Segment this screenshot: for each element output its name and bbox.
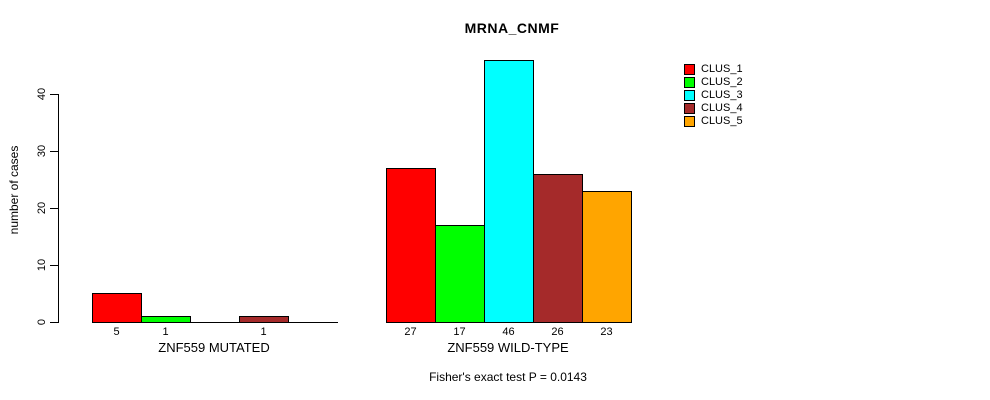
bar-value-label: 1 bbox=[260, 326, 267, 338]
chart-title: MRNA_CNMF bbox=[464, 20, 560, 36]
legend-label: CLUS_2 bbox=[701, 76, 743, 88]
y-tick-label: 0 bbox=[36, 318, 48, 326]
legend-row: CLUS_5 bbox=[684, 116, 743, 127]
legend-swatch-clus_4 bbox=[684, 103, 695, 114]
bar-value-label: 17 bbox=[453, 326, 466, 338]
y-tick bbox=[50, 322, 58, 323]
bar-clus_4 bbox=[533, 174, 583, 323]
legend-label: CLUS_5 bbox=[701, 115, 743, 127]
legend-row: CLUS_2 bbox=[684, 77, 743, 88]
y-axis-label: number of cases bbox=[7, 145, 21, 235]
y-tick-label: 10 bbox=[36, 258, 48, 272]
bar-clus_4 bbox=[239, 316, 289, 323]
legend-label: CLUS_3 bbox=[701, 89, 743, 101]
bar-value-label: 27 bbox=[404, 326, 417, 338]
bar-clus_2 bbox=[141, 316, 191, 323]
bar-value-label: 26 bbox=[551, 326, 564, 338]
bar-value-label: 5 bbox=[113, 326, 120, 338]
fisher-exact-test-annotation: Fisher's exact test P = 0.0143 bbox=[429, 370, 587, 384]
bar-value-label: 1 bbox=[162, 326, 169, 338]
legend-row: CLUS_1 bbox=[684, 64, 743, 75]
legend-swatch-clus_1 bbox=[684, 64, 695, 75]
y-tick bbox=[50, 208, 58, 209]
bar-zero-clus_3 bbox=[190, 322, 240, 323]
bar-value-label: 46 bbox=[502, 326, 515, 338]
legend-swatch-clus_2 bbox=[684, 77, 695, 88]
legend-row: CLUS_4 bbox=[684, 103, 743, 114]
legend-label: CLUS_1 bbox=[701, 63, 743, 75]
bar-clus_2 bbox=[435, 225, 485, 323]
y-tick bbox=[50, 151, 58, 152]
y-tick-label: 40 bbox=[36, 87, 48, 101]
bar-clus_1 bbox=[386, 168, 436, 323]
bar-clus_3 bbox=[484, 60, 534, 323]
bar-value-label: 23 bbox=[600, 326, 613, 338]
legend-swatch-clus_5 bbox=[684, 116, 695, 127]
legend: CLUS_1 CLUS_2 CLUS_3 CLUS_4 CLUS_5 bbox=[684, 64, 743, 129]
y-tick-label: 20 bbox=[36, 201, 48, 215]
legend-label: CLUS_4 bbox=[701, 102, 743, 114]
bar-zero-clus_5 bbox=[288, 322, 338, 323]
legend-swatch-clus_3 bbox=[684, 90, 695, 101]
group-label-znf559-wild-type: ZNF559 WILD-TYPE bbox=[447, 340, 569, 355]
y-tick bbox=[50, 94, 58, 95]
y-tick bbox=[50, 265, 58, 266]
legend-row: CLUS_3 bbox=[684, 90, 743, 101]
y-tick-label: 30 bbox=[36, 144, 48, 158]
bar-clus_1 bbox=[92, 293, 142, 323]
y-axis-line bbox=[58, 94, 59, 323]
bar-clus_5 bbox=[582, 191, 632, 323]
group-label-znf559-mutated: ZNF559 MUTATED bbox=[158, 340, 270, 355]
